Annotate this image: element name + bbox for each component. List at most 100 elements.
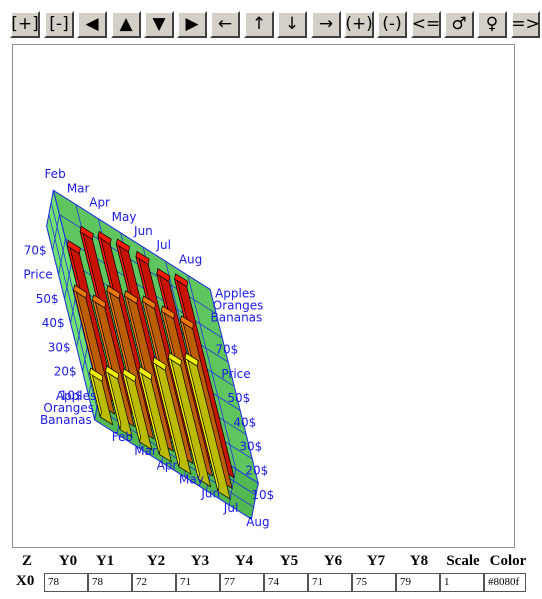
- table-cell-input[interactable]: 75: [352, 573, 396, 592]
- y-axis-label-right: Price: [221, 367, 250, 381]
- rotate-left-button[interactable]: ◀: [77, 11, 107, 38]
- column-header-color: Color: [489, 553, 527, 569]
- zoom-out-button[interactable]: [-]: [44, 11, 74, 38]
- table-cell-input[interactable]: 72: [132, 573, 176, 592]
- month-label-feb: Feb: [44, 167, 65, 181]
- table-cell-input[interactable]: #8080f: [484, 573, 526, 592]
- bar-apples-jun-top: [135, 250, 150, 265]
- y-tick-label: 30$: [48, 340, 71, 354]
- table-cell-input[interactable]: 74: [264, 573, 308, 592]
- table-cell-input[interactable]: 78: [88, 573, 132, 592]
- scale-down-button[interactable]: (-): [377, 11, 407, 38]
- bar-oranges-aug-top: [180, 315, 194, 330]
- gridline: [251, 482, 259, 520]
- bar-bananas-feb-top: [89, 367, 104, 382]
- month-label-jun: Jun: [133, 224, 153, 238]
- month-label-mar: Mar: [67, 181, 90, 195]
- column-header-y0: Y0: [58, 553, 78, 569]
- table-cell-input[interactable]: 78: [44, 573, 88, 592]
- gridline: [50, 202, 100, 396]
- table-cell-input[interactable]: 71: [308, 573, 352, 592]
- scale-up-button[interactable]: (+): [344, 11, 374, 38]
- fruit-label-left-bananas: Bananas: [40, 413, 92, 427]
- bar-oranges-jul-top: [161, 305, 175, 320]
- rotate-right-button[interactable]: ▶: [177, 11, 207, 38]
- male-button[interactable]: ♂: [444, 11, 474, 38]
- column-header-z: Z: [21, 553, 32, 569]
- bar-apples-apr-top: [97, 230, 112, 245]
- previous-button[interactable]: <=: [411, 11, 441, 38]
- female-button[interactable]: ♀: [477, 11, 507, 38]
- bar-bananas-may-top: [138, 366, 153, 381]
- bar-bananas-apr-top: [122, 368, 137, 383]
- fruit-label-left-apples: Apples: [56, 389, 96, 403]
- next-button[interactable]: =>: [511, 11, 540, 38]
- y-tick-label: 10$: [60, 389, 83, 403]
- rotate-up-button[interactable]: ▲: [111, 11, 141, 38]
- pan-right-button[interactable]: →: [311, 11, 341, 38]
- month-label-front-mar: Mar: [134, 444, 157, 458]
- y-tick-label: 40$: [42, 316, 65, 330]
- bar-apples-mar-top: [79, 225, 94, 240]
- column-header-scale: Scale: [446, 553, 480, 569]
- bar-apples-jul-top: [156, 268, 171, 283]
- y-tick-label: 20$: [54, 365, 77, 379]
- fruit-label-left-oranges: Oranges: [43, 401, 94, 415]
- table-cell-input[interactable]: 1: [440, 573, 484, 592]
- bar-apples-feb-top: [66, 239, 81, 255]
- month-label-may: May: [112, 210, 137, 224]
- bar-apples-aug-top: [174, 273, 189, 288]
- y-tick-label-right: 40$: [233, 415, 256, 429]
- gridline: [48, 214, 98, 408]
- pan-up-button[interactable]: ↑: [244, 11, 274, 38]
- month-label-apr: Apr: [89, 196, 110, 210]
- gridline: [94, 419, 252, 520]
- bar-chart-3d: FebMarAprMayJunJulAugFebMarAprMayJunJulA…: [23, 167, 274, 529]
- month-label-aug: Aug: [179, 252, 202, 266]
- y-tick-label-right: 30$: [239, 440, 262, 454]
- gridline: [187, 275, 237, 469]
- table-cell-input[interactable]: 79: [396, 573, 440, 592]
- column-header-y6: Y6: [323, 553, 343, 569]
- y-tick-label: 70$: [24, 244, 47, 258]
- column-header-y2: Y2: [146, 553, 166, 569]
- month-label-front-may: May: [179, 473, 204, 487]
- bar-bananas-jun-top: [152, 356, 167, 371]
- chart-frame: Feb Mar Apr May Jun Jul Aug Feb Mar Apr May Jun Jul A…: [12, 44, 515, 548]
- gridline: [46, 226, 95, 421]
- bar-oranges-apr-top: [106, 285, 121, 300]
- row-label: X0: [16, 573, 35, 589]
- fruit-label-right-apples: Apples: [215, 286, 255, 300]
- fruit-label-right-bananas: Bananas: [211, 311, 263, 325]
- month-label-front-jun: Jun: [200, 487, 220, 501]
- y-tick-label-right: 50$: [227, 391, 250, 405]
- bar-oranges-feb-top: [73, 284, 88, 299]
- bar-bananas-mar-top: [105, 365, 120, 380]
- pan-down-button[interactable]: ↓: [277, 11, 307, 38]
- column-header-y7: Y7: [366, 553, 386, 569]
- gridline: [209, 289, 259, 484]
- column-header-y3: Y3: [190, 553, 210, 569]
- table-cell-input[interactable]: 71: [176, 573, 220, 592]
- column-header-y8: Y8: [409, 553, 429, 569]
- bar-oranges-may-top: [124, 290, 139, 305]
- column-header-y5: Y5: [279, 553, 299, 569]
- table-cell-input[interactable]: 77: [220, 573, 264, 592]
- rotate-down-button[interactable]: ▼: [144, 11, 174, 38]
- y-axis-label: Price: [23, 268, 52, 282]
- pan-left-button[interactable]: ←: [210, 11, 240, 38]
- zoom-in-button[interactable]: [+]: [10, 11, 40, 38]
- month-label-front-aug: Aug: [246, 515, 269, 529]
- y-tick-label-right: 10$: [251, 488, 274, 502]
- fruit-label-right-oranges: Oranges: [213, 298, 264, 312]
- month-label-front-apr: Apr: [157, 458, 178, 472]
- bar-oranges-jun-top: [142, 295, 156, 310]
- month-label-front-feb: Feb: [112, 430, 133, 444]
- bar-apples-may-top: [116, 238, 130, 253]
- column-header-y4: Y4: [234, 553, 254, 569]
- toolbar: [+] [-] ◀ ▲ ▼ ▶ ← ↑ ↓ → (+) (-) <= ♂ ♀ =>: [10, 11, 540, 38]
- y-tick-label-right: 70$: [215, 343, 238, 357]
- month-label-jul: Jul: [155, 238, 170, 252]
- month-label-front-jul: Jul: [223, 501, 238, 515]
- bar-bananas-jul-top: [168, 352, 182, 367]
